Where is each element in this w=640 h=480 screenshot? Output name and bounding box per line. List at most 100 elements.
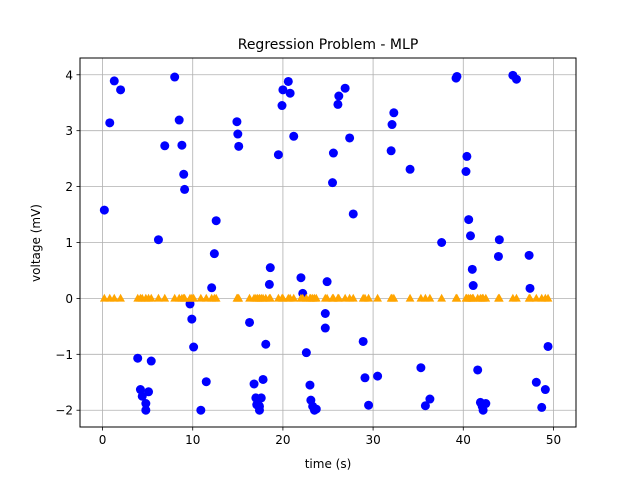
circle-point [405, 164, 415, 174]
circle-point [525, 283, 535, 293]
triangle-point [364, 293, 373, 302]
triangle-point [146, 293, 156, 302]
triangle-point [211, 293, 221, 302]
x-tick-label: 0 [99, 433, 107, 447]
circle-point [99, 205, 109, 215]
triangle-point [543, 293, 553, 302]
series-2 [99, 293, 553, 302]
circle-point [464, 215, 474, 225]
circle-point [305, 380, 315, 390]
circle-point [265, 263, 275, 273]
circle-point [386, 146, 396, 156]
circle-point [301, 348, 311, 358]
circle-point [137, 391, 147, 401]
circle-point [322, 277, 332, 287]
circle-point [201, 377, 211, 387]
circle-point [296, 273, 306, 283]
circle-point [245, 317, 255, 327]
circle-point [320, 323, 330, 333]
circle-point [416, 363, 426, 373]
circle-point [189, 342, 199, 352]
circle-point [461, 166, 471, 176]
circle-point [531, 377, 541, 387]
x-tick-label: 10 [185, 433, 200, 447]
data-points [99, 70, 553, 415]
circle-point [207, 283, 217, 293]
circle-point [277, 101, 287, 111]
circle-point [540, 385, 550, 395]
series-1 [99, 70, 553, 415]
circle-point [254, 405, 264, 415]
y-tick-label: 1 [65, 236, 73, 250]
triangle-point [494, 293, 504, 302]
triangle-point [425, 293, 435, 302]
y-tick-label: −1 [55, 348, 73, 362]
circle-point [311, 404, 321, 414]
triangle-point [348, 293, 358, 302]
circle-point [320, 309, 330, 319]
circle-point [180, 184, 190, 194]
circle-point [328, 148, 338, 158]
circle-point [109, 76, 119, 86]
circle-point [141, 405, 151, 415]
circle-point [116, 85, 126, 95]
circle-point [211, 216, 221, 226]
circle-point [187, 314, 197, 324]
x-tick-label: 30 [365, 433, 380, 447]
circle-point [425, 394, 435, 404]
triangle-point [109, 293, 119, 302]
circle-point [234, 141, 244, 151]
circle-point [153, 235, 163, 245]
triangle-point [512, 293, 521, 302]
circle-point [258, 374, 268, 384]
circle-point [256, 393, 266, 403]
circle-point [232, 117, 242, 127]
circle-point [233, 129, 243, 139]
triangle-point [437, 293, 446, 302]
circle-point [328, 178, 338, 188]
circle-point [209, 249, 219, 259]
circle-point [389, 108, 399, 118]
triangle-point [481, 293, 491, 302]
circle-point [146, 356, 156, 366]
triangle-point [289, 293, 299, 302]
circle-point [133, 353, 143, 363]
y-tick-label: 2 [65, 180, 73, 194]
circle-point [462, 151, 472, 161]
circle-point [289, 131, 299, 141]
triangle-point [265, 293, 275, 302]
triangle-point [373, 293, 382, 302]
circle-point [494, 235, 504, 245]
circle-point [285, 88, 295, 98]
circle-point [511, 74, 521, 84]
circle-point [177, 140, 187, 150]
triangle-point [189, 293, 198, 302]
circle-point [387, 120, 397, 130]
axis-ticks: 0 10 20 30 40 50 −2 −1 0 1 2 3 4 [55, 68, 561, 447]
x-axis-label: time (s) [305, 457, 352, 471]
chart-title: Regression Problem - MLP [238, 37, 419, 53]
y-tick-label: 4 [65, 68, 73, 82]
circle-point [141, 399, 151, 409]
triangle-point [525, 293, 535, 302]
circle-point [345, 133, 355, 143]
y-tick-label: 0 [65, 292, 73, 306]
circle-point [170, 72, 180, 82]
triangle-point [154, 293, 163, 302]
circle-point [524, 250, 534, 260]
circle-point [473, 365, 483, 375]
circle-point [249, 379, 259, 389]
circle-point [360, 373, 370, 383]
circle-point [452, 71, 462, 81]
circle-point [283, 76, 293, 86]
circle-point [437, 238, 447, 247]
y-tick-label: 3 [65, 124, 73, 138]
triangle-point [160, 293, 170, 302]
circle-point [179, 169, 189, 179]
circle-point [160, 141, 170, 151]
triangle-point [389, 293, 399, 302]
circle-point [273, 150, 283, 160]
circle-point [364, 400, 374, 410]
circle-point [333, 99, 343, 109]
